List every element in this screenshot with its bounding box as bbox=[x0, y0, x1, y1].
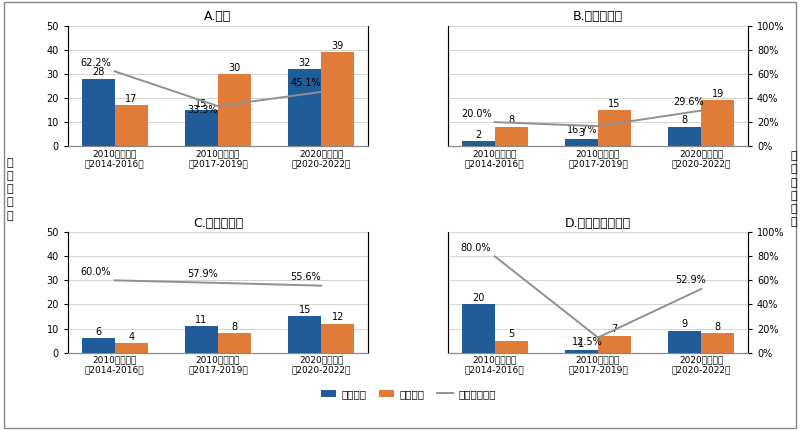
Text: 17: 17 bbox=[125, 94, 138, 104]
Bar bbox=[668, 331, 702, 353]
Text: 19: 19 bbox=[712, 89, 724, 99]
Bar bbox=[218, 74, 251, 146]
Bar bbox=[494, 127, 528, 146]
Text: 6: 6 bbox=[95, 327, 102, 337]
Text: 1: 1 bbox=[578, 339, 585, 349]
Text: 11: 11 bbox=[195, 315, 207, 325]
Bar bbox=[322, 52, 354, 146]
Text: 33.3%: 33.3% bbox=[187, 104, 218, 114]
Text: 7: 7 bbox=[611, 324, 618, 334]
Text: 2: 2 bbox=[475, 130, 482, 140]
Text: 15: 15 bbox=[195, 98, 208, 109]
Text: 30: 30 bbox=[229, 62, 241, 73]
Legend: 内資品目, 外資品目, 内資品目比率: 内資品目, 外資品目, 内資品目比率 bbox=[316, 385, 500, 403]
Text: 28: 28 bbox=[92, 68, 104, 77]
Bar bbox=[598, 110, 631, 146]
Text: 8: 8 bbox=[682, 116, 688, 126]
Text: 55.6%: 55.6% bbox=[290, 272, 321, 282]
Text: 62.2%: 62.2% bbox=[81, 58, 111, 68]
Title: B.分子標的薬: B.分子標的薬 bbox=[573, 10, 623, 23]
Bar bbox=[218, 333, 251, 353]
Bar bbox=[565, 350, 598, 353]
Bar bbox=[462, 304, 494, 353]
Text: 8: 8 bbox=[714, 322, 721, 332]
Bar bbox=[598, 336, 631, 353]
Text: 20.0%: 20.0% bbox=[461, 108, 491, 119]
Bar bbox=[114, 105, 148, 146]
Bar bbox=[702, 101, 734, 146]
Text: 4: 4 bbox=[128, 332, 134, 341]
Bar bbox=[322, 324, 354, 353]
Bar bbox=[185, 110, 218, 146]
Text: 60.0%: 60.0% bbox=[81, 267, 111, 277]
Text: 12.5%: 12.5% bbox=[572, 337, 603, 347]
Bar bbox=[668, 127, 702, 146]
Bar bbox=[462, 141, 494, 146]
Text: 8: 8 bbox=[231, 322, 238, 332]
Bar bbox=[82, 338, 114, 353]
Bar bbox=[702, 333, 734, 353]
Text: 29.6%: 29.6% bbox=[674, 97, 704, 107]
Text: 9: 9 bbox=[682, 319, 688, 329]
Bar bbox=[288, 69, 322, 146]
Bar bbox=[82, 79, 114, 146]
Text: 20: 20 bbox=[472, 293, 484, 303]
Text: 80.0%: 80.0% bbox=[461, 243, 491, 253]
Text: 5: 5 bbox=[508, 329, 514, 339]
Bar bbox=[494, 341, 528, 353]
Bar bbox=[288, 316, 322, 353]
Bar bbox=[114, 343, 148, 353]
Text: 3: 3 bbox=[578, 128, 585, 138]
Text: 内
資
品
目
比
率: 内 資 品 目 比 率 bbox=[790, 151, 797, 227]
Text: 8: 8 bbox=[508, 116, 514, 126]
Text: 32: 32 bbox=[298, 58, 311, 68]
Text: 15: 15 bbox=[608, 98, 621, 109]
Text: 承
認
品
目
数: 承 認 品 目 数 bbox=[6, 158, 13, 221]
Title: D.その他抗がん剤: D.その他抗がん剤 bbox=[565, 217, 631, 230]
Text: 57.9%: 57.9% bbox=[187, 269, 218, 279]
Title: A.全体: A.全体 bbox=[204, 10, 232, 23]
Text: 12: 12 bbox=[332, 312, 344, 322]
Title: C.抗体医薬品: C.抗体医薬品 bbox=[193, 217, 243, 230]
Text: 15: 15 bbox=[298, 305, 311, 315]
Bar bbox=[565, 139, 598, 146]
Text: 16.7%: 16.7% bbox=[567, 125, 598, 135]
Bar bbox=[185, 326, 218, 353]
Text: 52.9%: 52.9% bbox=[676, 275, 706, 285]
Text: 39: 39 bbox=[332, 41, 344, 51]
Text: 45.1%: 45.1% bbox=[290, 78, 321, 88]
